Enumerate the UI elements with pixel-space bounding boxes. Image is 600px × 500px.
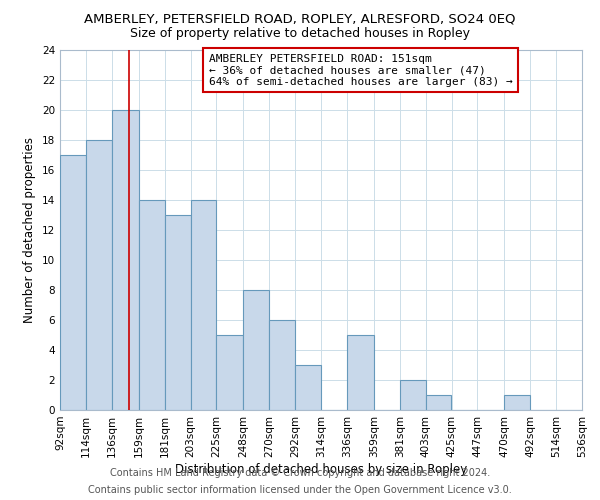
- Bar: [269, 320, 295, 410]
- Bar: [86, 140, 112, 410]
- Text: AMBERLEY, PETERSFIELD ROAD, ROPLEY, ALRESFORD, SO24 0EQ: AMBERLEY, PETERSFIELD ROAD, ROPLEY, ALRE…: [84, 12, 516, 26]
- Bar: [295, 365, 321, 410]
- Bar: [164, 215, 191, 410]
- Text: Contains HM Land Registry data © Crown copyright and database right 2024.: Contains HM Land Registry data © Crown c…: [110, 468, 490, 477]
- Text: AMBERLEY PETERSFIELD ROAD: 151sqm
← 36% of detached houses are smaller (47)
64% : AMBERLEY PETERSFIELD ROAD: 151sqm ← 36% …: [209, 54, 512, 87]
- Bar: [400, 380, 425, 410]
- Bar: [347, 335, 374, 410]
- Text: Contains public sector information licensed under the Open Government Licence v3: Contains public sector information licen…: [88, 485, 512, 495]
- Bar: [425, 395, 451, 410]
- Bar: [60, 155, 86, 410]
- Text: Size of property relative to detached houses in Ropley: Size of property relative to detached ho…: [130, 28, 470, 40]
- Y-axis label: Number of detached properties: Number of detached properties: [23, 137, 37, 323]
- Bar: [112, 110, 139, 410]
- Bar: [505, 395, 530, 410]
- Bar: [244, 290, 269, 410]
- Bar: [217, 335, 244, 410]
- X-axis label: Distribution of detached houses by size in Ropley: Distribution of detached houses by size …: [175, 462, 467, 475]
- Bar: [191, 200, 217, 410]
- Bar: [139, 200, 164, 410]
